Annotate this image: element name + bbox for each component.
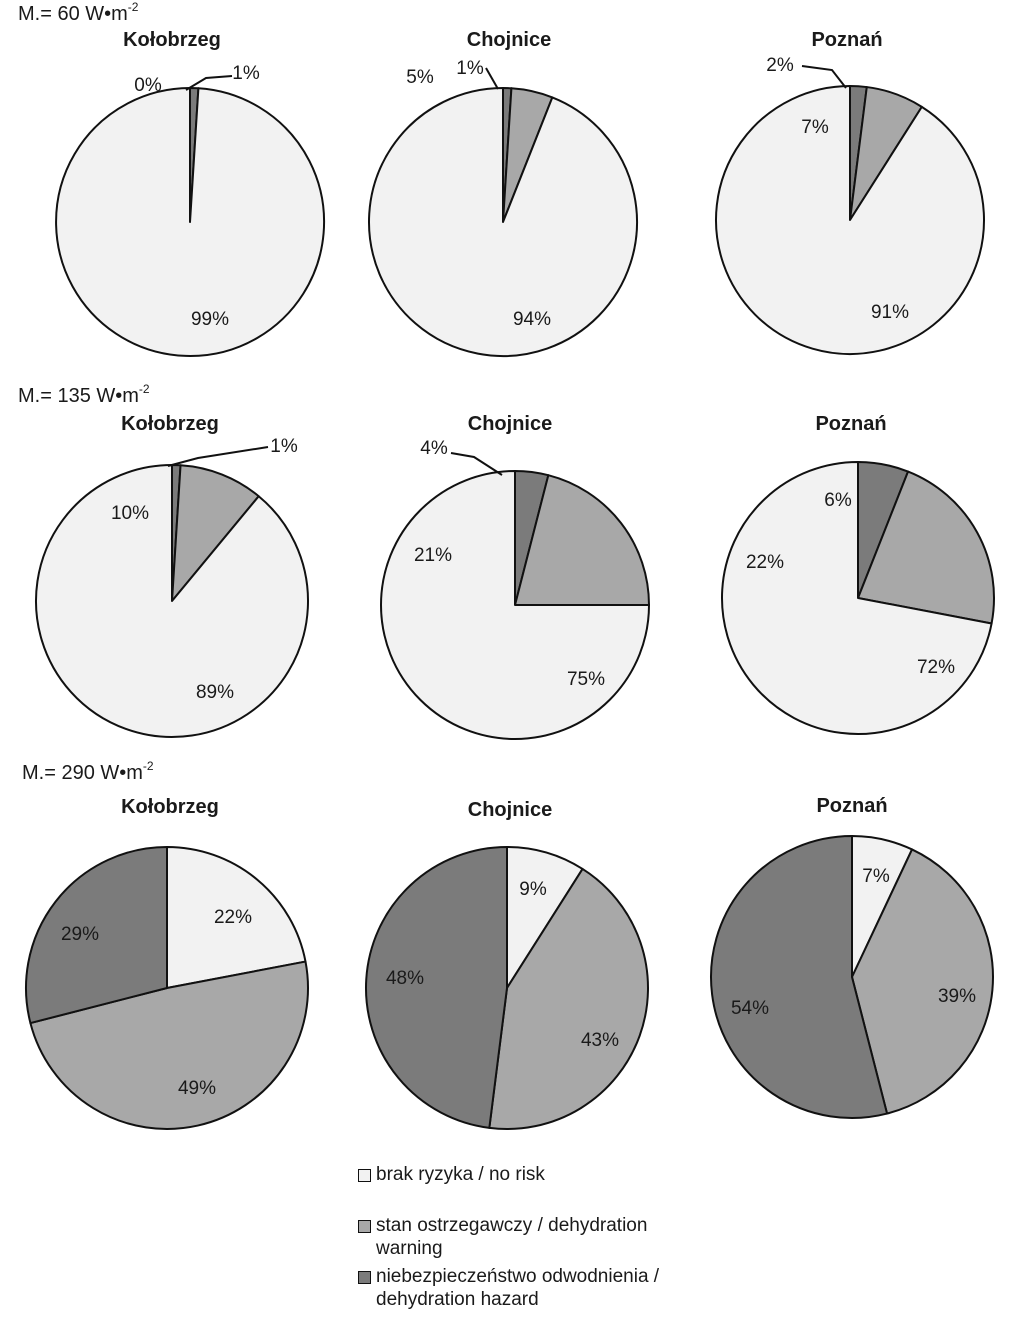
data-label-hazard: 1% xyxy=(456,58,484,79)
row-label-2: M.= 135 W•m-2 xyxy=(18,382,150,407)
pie-slice-no-risk xyxy=(380,470,650,740)
data-label-warning: 21% xyxy=(414,545,452,566)
data-label-no-risk: 99% xyxy=(191,309,229,330)
data-label-warning: 10% xyxy=(111,503,149,524)
legend-swatch-hazard xyxy=(358,1271,371,1284)
data-label-no-risk: 7% xyxy=(862,866,890,887)
leader-line xyxy=(801,65,847,89)
pie-slice-no-risk xyxy=(166,846,307,989)
legend-item-no-risk: brak ryzyka / no risk xyxy=(358,1163,698,1186)
data-label-no-risk: 9% xyxy=(519,879,547,900)
legend-label-no-risk: brak ryzyka / no risk xyxy=(376,1164,545,1185)
data-label-warning: 5% xyxy=(406,67,434,88)
data-label-warning: 49% xyxy=(178,1078,216,1099)
data-label-no-risk: 94% xyxy=(513,309,551,330)
pie-3-chojnice: Chojnice 9% 43% 48% xyxy=(365,799,649,1130)
row-label-1: M.= 60 W•m-2 xyxy=(18,0,139,25)
legend-item-hazard: niebezpieczeństwo odwodnienia / dehydrat… xyxy=(358,1265,698,1311)
data-label-warning: 7% xyxy=(801,117,829,138)
pie-title: Chojnice xyxy=(468,413,552,435)
data-label-no-risk: 72% xyxy=(917,657,955,678)
pie-3-poznan: Poznań 7% 39% 54% xyxy=(710,795,994,1119)
data-label-hazard: 48% xyxy=(386,968,424,989)
pie-title: Poznań xyxy=(816,795,887,817)
pie-slice-no-risk xyxy=(715,85,985,355)
pie-slice-hazard xyxy=(365,846,508,1129)
data-label-no-risk: 89% xyxy=(196,682,234,703)
pie-slice-no-risk xyxy=(368,87,638,357)
pie-slice-warning xyxy=(29,960,309,1130)
pie-slice-warning xyxy=(857,470,995,625)
data-label-hazard: 4% xyxy=(420,438,448,459)
pie-slice-warning xyxy=(171,464,260,602)
pie-charts: Kołobrzeg 99% 0% 1% Chojnice 94% 5% 1% Poznań 91%… xyxy=(25,29,995,1130)
data-label-hazard: 1% xyxy=(270,436,298,457)
pie-slice-hazard xyxy=(710,835,889,1119)
legend-label-hazard: niebezpieczeństwo odwodnienia / dehydrat… xyxy=(376,1266,660,1310)
pie-1-kolobrzeg: Kołobrzeg 99% 0% 1% xyxy=(55,29,326,357)
legend-swatch-warning xyxy=(358,1220,371,1233)
leader-line xyxy=(185,75,233,91)
data-label-hazard: 54% xyxy=(731,998,769,1019)
pie-1-chojnice: Chojnice 94% 5% 1% xyxy=(368,29,638,357)
data-label-warning: 22% xyxy=(746,552,784,573)
leader-line xyxy=(485,67,499,90)
pie-title: Kołobrzeg xyxy=(123,29,221,51)
pie-slice-warning xyxy=(514,474,650,606)
pie-title: Kołobrzeg xyxy=(121,796,219,818)
data-label-hazard: 6% xyxy=(824,490,852,511)
leader-line xyxy=(450,452,503,476)
pie-slice-no-risk xyxy=(55,87,326,357)
data-label-hazard: 1% xyxy=(232,63,260,84)
pie-slice-no-risk xyxy=(506,846,584,989)
legend-label-warning: stan ostrzegawczy / dehydration warning xyxy=(376,1215,648,1259)
pie-2-chojnice: Chojnice 75% 21% 4% xyxy=(380,413,650,740)
pie-slice-hazard xyxy=(25,846,168,1025)
data-label-warning: 0% xyxy=(134,75,162,96)
pie-title: Chojnice xyxy=(467,29,551,51)
pie-slice-no-risk xyxy=(35,464,309,738)
pie-2-kolobrzeg: Kołobrzeg 89% 10% 1% xyxy=(35,413,309,738)
data-label-no-risk: 91% xyxy=(871,302,909,323)
pie-slice-warning xyxy=(488,867,649,1130)
pie-title: Poznań xyxy=(815,413,886,435)
legend-swatch-no-risk xyxy=(358,1169,371,1182)
data-label-hazard: 2% xyxy=(766,55,794,76)
pie-slice-warning xyxy=(851,848,994,1115)
pie-slice-no-risk xyxy=(721,461,993,735)
row-label-3: M.= 290 W•m-2 xyxy=(22,759,154,784)
pie-title: Poznań xyxy=(811,29,882,51)
pie-title: Kołobrzeg xyxy=(121,413,219,435)
data-label-warning: 43% xyxy=(581,1030,619,1051)
pie-3-kolobrzeg: Kołobrzeg 22% 49% 29% xyxy=(25,796,309,1130)
data-label-hazard: 29% xyxy=(61,924,99,945)
pie-2-poznan: Poznań 72% 22% 6% xyxy=(721,413,995,735)
row-labels: M.= 60 W•m-2 M.= 135 W•m-2 M.= 290 W•m-2 xyxy=(18,0,154,784)
data-label-no-risk: 22% xyxy=(214,907,252,928)
data-label-warning: 39% xyxy=(938,986,976,1007)
data-label-no-risk: 75% xyxy=(567,669,605,690)
pie-title: Chojnice xyxy=(468,799,552,821)
pie-1-poznan: Poznań 91% 7% 2% xyxy=(715,29,985,355)
leader-line xyxy=(167,446,269,467)
legend-item-warning: stan ostrzegawczy / dehydration warning xyxy=(358,1214,698,1260)
